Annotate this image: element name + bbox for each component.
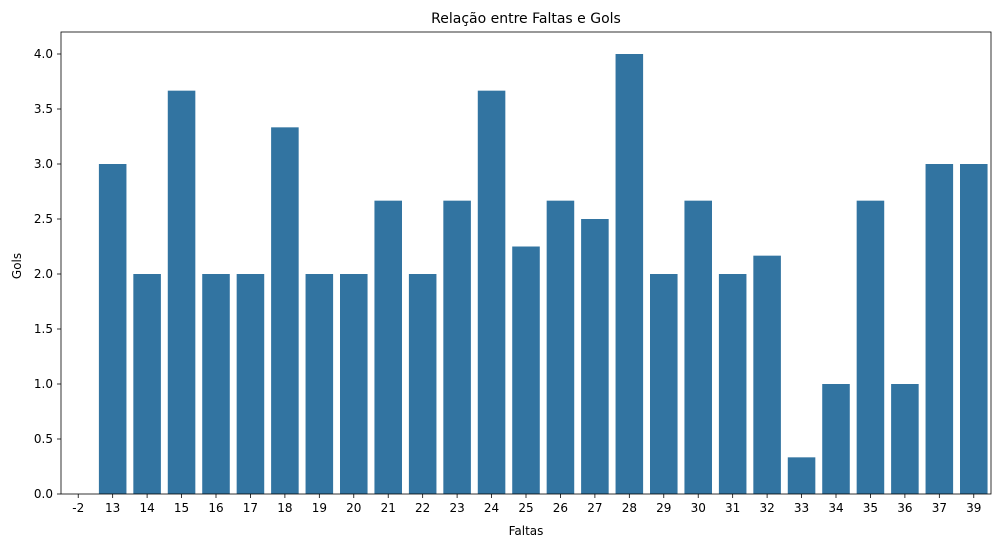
x-tick-label: 30 — [691, 501, 706, 515]
y-tick-label: 3.5 — [34, 102, 53, 116]
bar — [650, 274, 678, 494]
bar — [408, 274, 437, 494]
bar — [684, 200, 712, 494]
y-tick-label: 4.0 — [34, 47, 53, 61]
x-tick-label: -2 — [72, 501, 84, 515]
x-tick-label: 22 — [415, 501, 430, 515]
x-tick-label: 29 — [656, 501, 671, 515]
x-tick-label: 23 — [449, 501, 464, 515]
x-tick-label: 16 — [208, 501, 223, 515]
x-tick-label: 14 — [139, 501, 154, 515]
y-tick-label: 2.0 — [34, 267, 53, 281]
bar — [477, 90, 506, 495]
y-axis-ticks: 0.0 0.5 1.0 1.5 2.0 2.5 3.0 3.5 4.0 — [34, 47, 61, 501]
x-tick-label: 27 — [587, 501, 602, 515]
x-tick-label: 35 — [863, 501, 878, 515]
bar — [202, 274, 230, 494]
x-tick-label: 13 — [105, 501, 120, 515]
bar — [891, 384, 919, 494]
x-tick-label: 15 — [174, 501, 189, 515]
x-tick-label: 33 — [794, 501, 809, 515]
y-tick-label: 1.0 — [34, 377, 53, 391]
bar — [822, 384, 850, 494]
chart-title: Relação entre Faltas e Gols — [431, 11, 621, 27]
y-tick-label: 3.0 — [34, 157, 53, 171]
bar — [271, 127, 299, 494]
x-tick-label: 37 — [932, 501, 947, 515]
bar — [512, 246, 540, 494]
bar — [960, 164, 988, 494]
bar — [305, 274, 334, 494]
x-tick-label: 39 — [966, 501, 981, 515]
bars-group — [98, 54, 988, 495]
y-tick-label: 0.0 — [34, 487, 53, 501]
bar — [236, 274, 265, 494]
x-tick-label: 34 — [828, 501, 843, 515]
bar — [546, 200, 575, 494]
plot-frame — [60, 31, 992, 495]
x-tick-label: 25 — [518, 501, 533, 515]
bar — [374, 200, 402, 494]
x-tick-label: 20 — [346, 501, 361, 515]
bar — [340, 274, 368, 494]
bar — [925, 164, 954, 494]
x-tick-label: 31 — [725, 501, 740, 515]
y-tick-label: 2.5 — [34, 212, 53, 226]
bar — [753, 255, 781, 494]
bar — [615, 54, 644, 494]
y-axis-label: Gols — [10, 253, 24, 279]
x-axis-ticks: -2 13 14 15 16 17 18 19 20 21 22 23 24 25 26 27 28 29 30 31… — [72, 494, 981, 515]
bar — [787, 457, 816, 494]
y-tick-label: 1.5 — [34, 322, 53, 336]
bar — [856, 200, 885, 494]
x-tick-label: 17 — [243, 501, 258, 515]
bar — [133, 274, 161, 494]
x-axis-label: Faltas — [509, 524, 544, 538]
x-tick-label: 36 — [897, 501, 912, 515]
bar — [718, 274, 747, 494]
bar — [98, 164, 127, 494]
bar — [167, 90, 196, 495]
bar — [443, 200, 471, 494]
x-tick-label: 21 — [381, 501, 396, 515]
x-tick-label: 26 — [553, 501, 568, 515]
x-tick-label: 32 — [759, 501, 774, 515]
bar — [581, 219, 609, 494]
x-tick-label: 24 — [484, 501, 499, 515]
x-tick-label: 18 — [277, 501, 292, 515]
x-tick-label: 28 — [622, 501, 637, 515]
x-tick-label: 19 — [312, 501, 327, 515]
y-tick-label: 0.5 — [34, 432, 53, 446]
